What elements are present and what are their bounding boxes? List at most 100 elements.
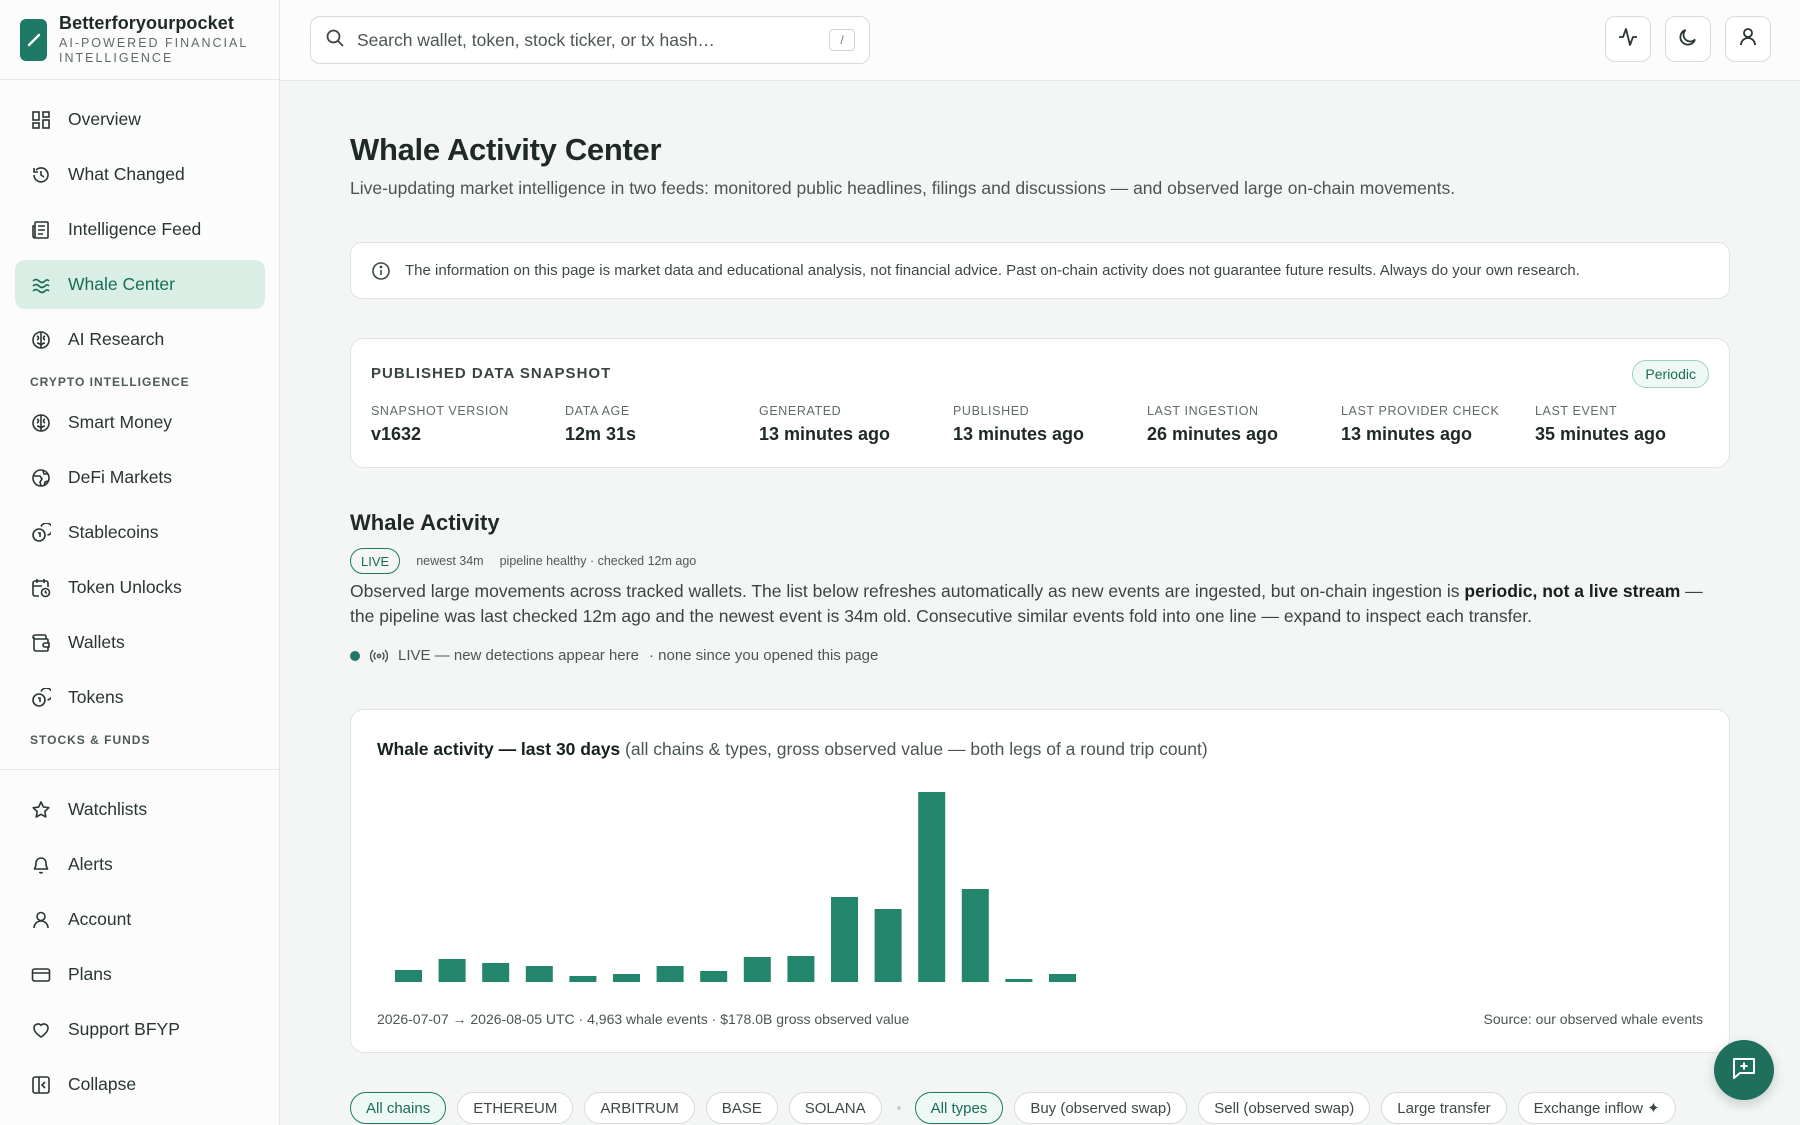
chat-button[interactable] <box>1714 1040 1774 1100</box>
stat-value: 12m 31s <box>565 424 637 444</box>
stat-label: LAST EVENT <box>1535 404 1618 418</box>
theme-toggle-button[interactable] <box>1665 16 1711 62</box>
sidebar-item-defi-markets[interactable]: DeFi Markets <box>15 453 265 502</box>
chain-filter-base[interactable]: BASE <box>705 1092 778 1124</box>
sidebar-item-label: Wallets <box>68 632 125 652</box>
snapshot-title: PUBLISHED DATA SNAPSHOT <box>371 365 612 382</box>
globe-icon <box>30 467 52 489</box>
chain-filter-solana[interactable]: SOLANA <box>788 1092 882 1124</box>
disclaimer-banner: The information on this page is market d… <box>350 242 1730 299</box>
sidebar-item-label: Intelligence Feed <box>68 219 202 239</box>
sidebar-item-stablecoins[interactable]: Stablecoins <box>15 508 265 557</box>
info-icon <box>371 261 391 281</box>
chart-bar[interactable] <box>613 974 640 982</box>
type-filter-buy[interactable]: Buy (observed swap) <box>1014 1092 1188 1124</box>
chart-bar[interactable] <box>787 956 815 982</box>
type-filter-large-transfer[interactable]: Large transfer <box>1381 1092 1507 1124</box>
chain-filter-arbitrum[interactable]: ARBITRUM <box>584 1092 695 1124</box>
sidebar-item-alerts[interactable]: Alerts <box>15 840 265 889</box>
live-detections-line: LIVE — new detections appear here · none… <box>350 647 878 664</box>
logo-icon <box>20 18 47 61</box>
sidebar-item-token-unlocks[interactable]: Token Unlocks <box>15 563 265 612</box>
sidebar-item-watchlists[interactable]: Watchlists <box>15 785 265 834</box>
chart-bar[interactable] <box>1005 979 1033 982</box>
sidebar-item-label: Plans <box>68 964 112 984</box>
sidebar-item-account[interactable]: Account <box>15 895 265 944</box>
sidebar-item-collapse[interactable]: Collapse <box>15 1060 265 1109</box>
grid-icon <box>30 109 52 131</box>
sidebar-item-what-changed[interactable]: What Changed <box>15 150 265 199</box>
type-filter-all[interactable]: All types <box>914 1092 1004 1124</box>
live-dot <box>350 650 360 661</box>
chart-bar[interactable] <box>831 897 858 982</box>
chart-title: Whale activity — last 30 days (all chain… <box>377 739 1208 760</box>
sidebar-item-label: Tokens <box>68 687 124 707</box>
whale-description: Observed large movements across tracked … <box>350 579 1730 629</box>
stat-label: LAST INGESTION <box>1147 404 1259 418</box>
chart-bar[interactable] <box>438 959 466 982</box>
sidebar-item-whale-center[interactable]: Whale Center <box>15 260 265 309</box>
chart-bar[interactable] <box>656 966 684 982</box>
chain-filter-ethereum[interactable]: ETHEREUM <box>457 1092 574 1124</box>
brand[interactable]: Betterforyourpocket AI-POWERED FINANCIAL… <box>0 0 279 80</box>
chart-bar[interactable] <box>395 970 422 982</box>
sidebar-item-label: Collapse <box>68 1074 137 1094</box>
brand-name: Betterforyourpocket <box>59 13 234 33</box>
chart-bar[interactable] <box>569 976 597 982</box>
profile-button[interactable] <box>1725 16 1771 62</box>
chart-title-note: (all chains & types, gross observed valu… <box>620 739 1208 759</box>
description-emphasis: periodic, not a live stream <box>1464 581 1681 601</box>
chart-bar[interactable] <box>482 963 510 982</box>
stat-label: LAST PROVIDER CHECK <box>1341 404 1500 418</box>
live-badge: LIVE <box>350 548 401 574</box>
sidebar-item-smart-money[interactable]: Smart Money <box>15 398 265 447</box>
page-subtitle: Live-updating market intelligence in two… <box>350 178 1456 198</box>
type-filter-exchange-inflow[interactable]: Exchange inflow ✦ <box>1517 1092 1676 1124</box>
sidebar-item-support[interactable]: Support BFYP <box>15 1005 265 1054</box>
stat-value: 13 minutes ago <box>1341 424 1473 444</box>
broadcast-icon <box>370 648 388 663</box>
sidebar: Betterforyourpocket AI-POWERED FINANCIAL… <box>0 0 280 1125</box>
sidebar-item-label: Whale Center <box>68 274 175 294</box>
sidebar-item-ai-research[interactable]: AI Research <box>15 315 265 364</box>
pipeline-status: pipeline healthy · checked 12m ago <box>499 554 697 568</box>
search-input[interactable]: Search wallet, token, stock ticker, or t… <box>310 16 870 64</box>
activity-button[interactable] <box>1605 16 1651 62</box>
whale-activity-chart <box>395 792 1076 982</box>
chart-bar[interactable] <box>874 909 902 982</box>
sidebar-item-label: Support BFYP <box>68 1019 180 1039</box>
chain-filter-all[interactable]: All chains <box>350 1092 447 1124</box>
credit-card-icon <box>30 964 52 986</box>
snapshot-card: PUBLISHED DATA SNAPSHOT Periodic SNAPSHO… <box>350 338 1730 468</box>
chart-bar[interactable] <box>700 971 728 982</box>
calendar-clock-icon <box>30 577 52 599</box>
sidebar-item-tokens[interactable]: Tokens <box>15 673 265 722</box>
search-icon <box>325 28 345 53</box>
snapshot-stat: DATA AGE 12m 31s <box>565 404 759 445</box>
chart-bar[interactable] <box>961 889 989 982</box>
status-badge: Periodic <box>1632 360 1709 388</box>
collapse-icon <box>30 1074 52 1096</box>
stocks-section-heading: STOCKS & FUNDS <box>30 733 151 747</box>
chart-source: Source: our observed whale events <box>1483 1011 1703 1027</box>
sidebar-item-intelligence-feed[interactable]: Intelligence Feed <box>15 205 265 254</box>
sidebar-item-plans[interactable]: Plans <box>15 950 265 999</box>
chart-bar[interactable] <box>743 957 771 982</box>
chart-bar[interactable] <box>525 966 553 982</box>
chart-title-main: Whale activity — last 30 days <box>377 739 621 759</box>
stat-value: 13 minutes ago <box>953 424 1085 444</box>
snapshot-stat: LAST EVENT 35 minutes ago <box>1535 404 1729 445</box>
brain-icon <box>30 329 52 351</box>
sidebar-item-wallets[interactable]: Wallets <box>15 618 265 667</box>
chart-bar[interactable] <box>1049 974 1076 982</box>
sidebar-item-overview[interactable]: Overview <box>15 95 265 144</box>
description-text: Observed large movements across tracked … <box>350 581 1465 601</box>
chart-bar[interactable] <box>918 792 946 982</box>
sidebar-item-label: Watchlists <box>68 799 148 819</box>
type-filter-sell[interactable]: Sell (observed swap) <box>1198 1092 1371 1124</box>
snapshot-stat: PUBLISHED 13 minutes ago <box>953 404 1147 445</box>
wallet-icon <box>30 632 52 654</box>
coins-icon <box>30 687 52 709</box>
stat-label: DATA AGE <box>565 404 630 418</box>
crypto-section-heading: CRYPTO INTELLIGENCE <box>30 375 190 389</box>
